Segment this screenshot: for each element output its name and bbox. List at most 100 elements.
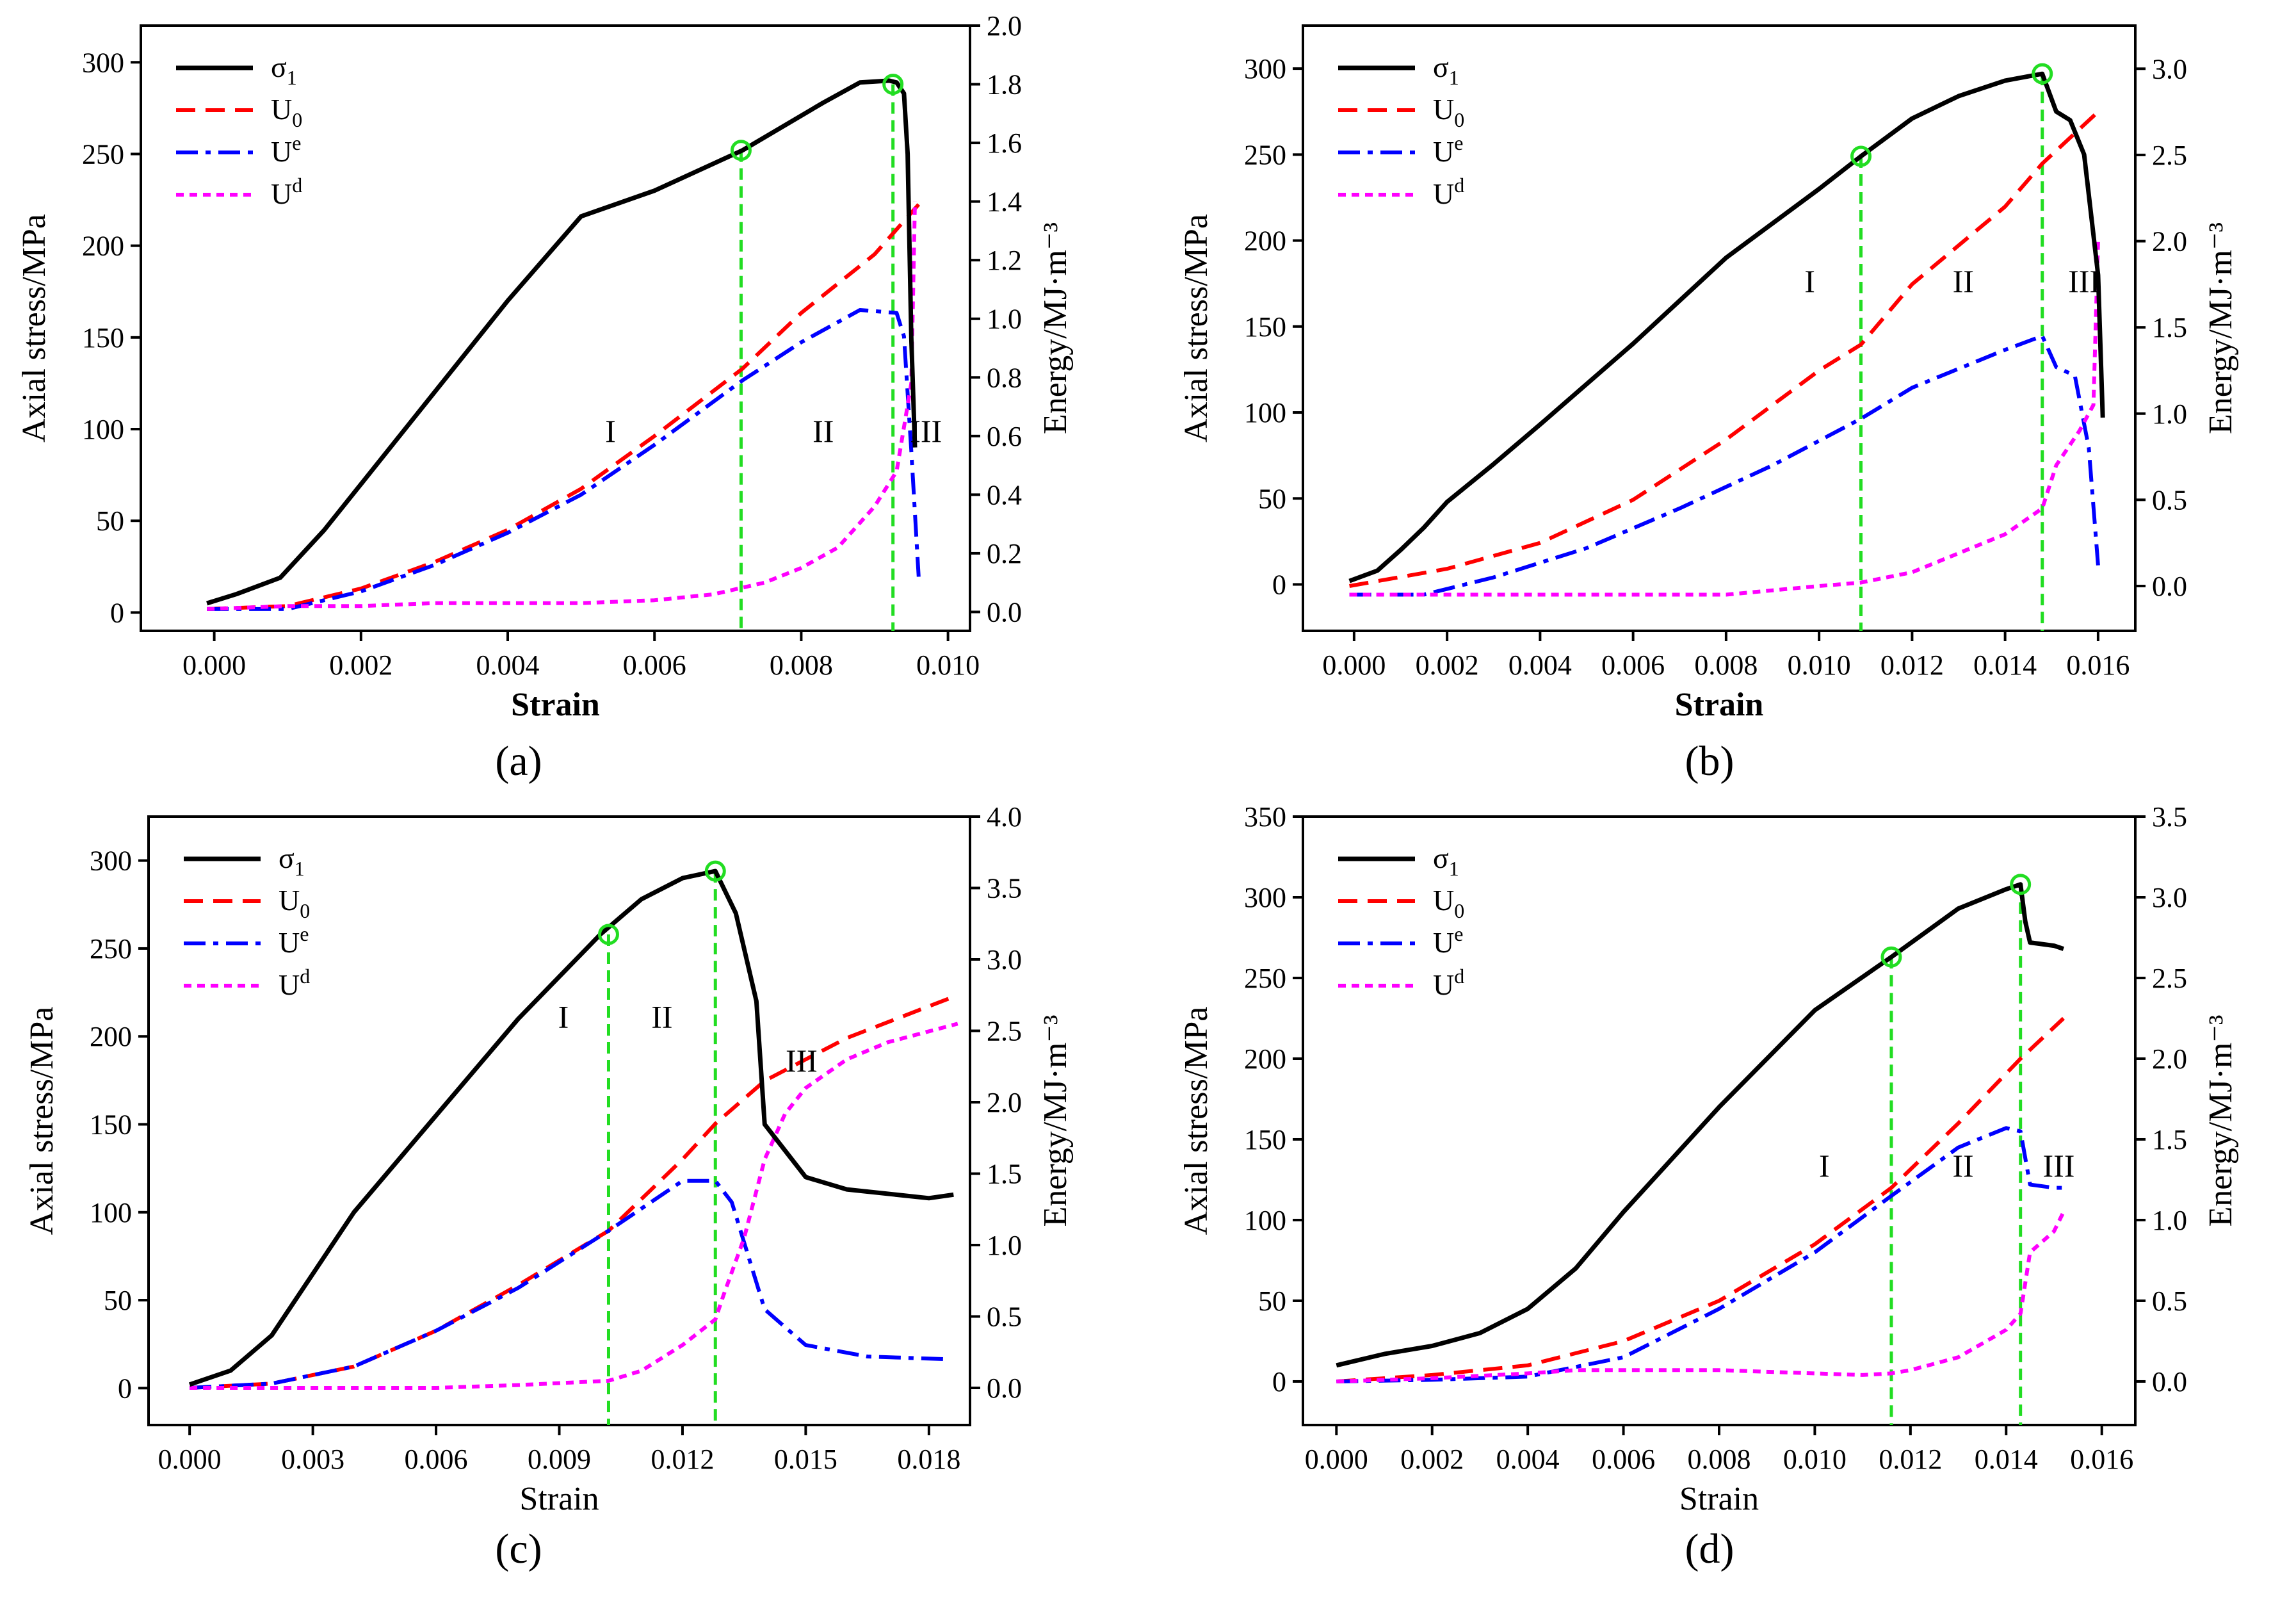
y-left-tick-label: 250	[82, 138, 124, 170]
x-axis-title: Strain	[1675, 687, 1764, 723]
x-tick-label: 0.012	[651, 1444, 714, 1475]
stage-marker-circle	[704, 860, 726, 882]
stage-label: II	[1952, 1148, 1973, 1184]
x-tick-label: 0.002	[1416, 649, 1479, 681]
x-tick-label: 0.004	[1508, 649, 1572, 681]
legend-symbol: U	[1433, 177, 1454, 210]
legend-entry-ue: Ue	[1433, 131, 1463, 168]
x-tick-label: 0.000	[1305, 1444, 1368, 1475]
y-right-tick-label: 1.8	[987, 69, 1022, 101]
y-left-tick-label: 300	[1244, 53, 1286, 85]
legend-entry-ud: Ud	[1433, 174, 1464, 210]
panel-label: (d)	[1685, 1526, 1734, 1572]
legend-entry-ue: Ue	[271, 131, 301, 168]
legend-subscript: 1	[295, 857, 305, 880]
y-left-tick-label: 50	[96, 505, 124, 537]
y-right-tick-label: 1.0	[987, 304, 1022, 335]
y-right-tick-label: 1.5	[2152, 312, 2187, 343]
legend-entry-ud: Ud	[1433, 965, 1464, 1001]
y-left-tick-label: 150	[1244, 311, 1286, 343]
y-right-tick-label: 3.5	[987, 873, 1022, 904]
y-right-tick-label: 1.4	[987, 186, 1022, 218]
legend-symbol: U	[279, 926, 300, 959]
legend-entry-ue: Ue	[1433, 922, 1463, 959]
y-right-tick-label: 3.0	[2152, 882, 2187, 913]
y-right-tick-label: 0.0	[2152, 1366, 2187, 1397]
y-right-tick-label: 4.0	[987, 801, 1022, 833]
panel-label: (b)	[1685, 738, 1734, 785]
series-line-ud	[190, 1022, 958, 1390]
y-right-tick-label: 0.0	[2152, 571, 2187, 602]
x-tick-label: 0.006	[405, 1444, 468, 1475]
y-right-tick-label: 0.2	[987, 538, 1022, 569]
series-line-sigma1	[206, 78, 918, 606]
y-left-axis-title: Axial stress/MPa	[1178, 214, 1215, 443]
stage-marker-circle	[2010, 874, 2032, 895]
legend-superscript: e	[1454, 131, 1463, 154]
y-left-axis-title: Axial stress/MPa	[16, 214, 53, 443]
y-left-tick-label: 300	[90, 845, 132, 877]
stage-marker-circle	[1850, 145, 1872, 167]
y-left-tick-label: 0	[110, 597, 124, 628]
legend-superscript: e	[292, 131, 301, 154]
legend-symbol: σ	[1433, 842, 1449, 874]
y-right-tick-label: 2.5	[2152, 963, 2187, 994]
x-tick-label: 0.002	[1400, 1444, 1464, 1475]
legend-superscript: d	[292, 174, 302, 197]
series-line-ud	[1336, 1211, 2066, 1383]
y-left-tick-label: 100	[1244, 1205, 1286, 1236]
series-line-u0	[1336, 1016, 2065, 1383]
legend-symbol: U	[279, 968, 300, 1001]
y-right-tick-label: 3.0	[2152, 53, 2187, 85]
legend-superscript: d	[1454, 965, 1464, 988]
y-left-tick-label: 50	[1258, 483, 1286, 514]
legend-entry-ue: Ue	[279, 922, 309, 959]
y-right-tick-label: 2.5	[987, 1016, 1022, 1047]
stage-label: I	[605, 413, 616, 449]
legend-entry-u0: U0	[1433, 93, 1464, 131]
x-tick-label: 0.008	[1694, 649, 1758, 681]
legend-entry-u0: U0	[271, 93, 302, 131]
y-right-tick-label: 0.5	[987, 1301, 1022, 1333]
x-tick-label: 0.010	[1788, 649, 1851, 681]
y-left-tick-label: 150	[1244, 1124, 1286, 1155]
y-left-tick-label: 150	[82, 322, 124, 354]
y-right-tick-label: 1.5	[2152, 1124, 2187, 1155]
x-tick-label: 0.003	[281, 1444, 344, 1475]
y-left-tick-label: 250	[1244, 139, 1286, 170]
y-right-tick-label: 2.5	[2152, 140, 2187, 171]
stage-label: III	[2068, 263, 2100, 299]
chart-panel-a: 0.000 0.002 0.004 0.006 0.008 0.0100501001502…	[16, 10, 1074, 785]
legend-subscript: 1	[1449, 857, 1459, 880]
x-axis-title: Strain	[511, 687, 600, 723]
legend-symbol: σ	[271, 51, 287, 83]
series-line-ue	[207, 308, 921, 611]
x-tick-label: 0.008	[1688, 1444, 1751, 1475]
y-left-tick-label: 350	[1244, 801, 1286, 833]
x-tick-label: 0.016	[2070, 1444, 2133, 1475]
series-line-u0	[189, 993, 958, 1390]
y-left-tick-label: 0	[118, 1373, 132, 1404]
legend-symbol: U	[1433, 884, 1454, 917]
stage-label: III	[786, 1043, 818, 1079]
x-tick-label: 0.000	[182, 649, 246, 681]
x-tick-label: 0.018	[897, 1444, 960, 1475]
legend-symbol: U	[1433, 968, 1454, 1001]
series-line-u0	[206, 203, 921, 611]
y-right-tick-label: 1.0	[2152, 1205, 2187, 1236]
x-tick-label: 0.006	[1601, 649, 1665, 681]
legend-subscript: 0	[1454, 899, 1464, 922]
x-tick-label: 0.016	[2066, 649, 2130, 681]
y-right-tick-label: 0.8	[987, 362, 1022, 393]
y-right-tick-label: 2.0	[987, 10, 1022, 42]
x-tick-label: 0.010	[1783, 1444, 1847, 1475]
y-right-tick-label: 1.5	[987, 1159, 1022, 1190]
legend-entry-u0: U0	[1433, 884, 1464, 922]
legend-symbol: U	[271, 135, 292, 168]
legend-entry-sigma1: σ1	[1433, 51, 1459, 89]
stage-marker-circle	[597, 924, 619, 945]
chart-panel-d: 0.000 0.002 0.004 0.006 0.008 0.010 0.012 0.014…	[1178, 801, 2239, 1572]
stage-marker-circle	[1880, 946, 1902, 968]
series-line-sigma1	[1348, 71, 2105, 583]
